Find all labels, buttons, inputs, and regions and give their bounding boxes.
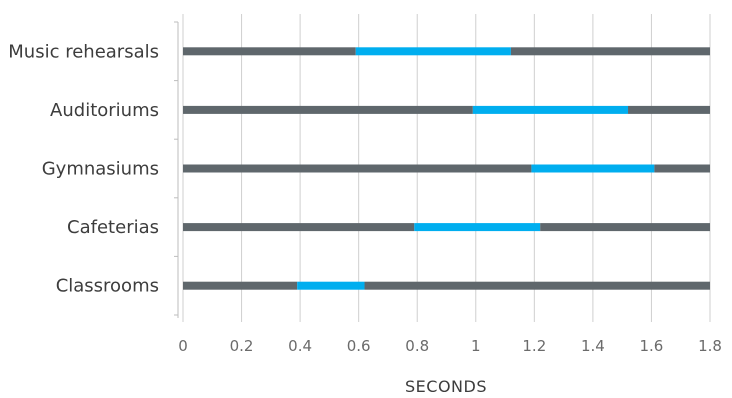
category-label: Music rehearsals — [8, 41, 159, 62]
x-tick-label: 1.4 — [581, 337, 605, 355]
category-labels: Music rehearsals Auditoriums Gymnasiums Caf… — [8, 41, 159, 296]
x-tick-label: 0 — [178, 337, 188, 355]
x-tick-label: 0.2 — [230, 337, 254, 355]
bar-segment — [628, 105, 710, 114]
x-tick-labels: 0 0.2 0.4 0.6 0.8 1 1.2 1.4 1.6 1.8 — [178, 337, 722, 355]
x-tick-label: 1.2 — [522, 337, 546, 355]
bar-segment — [654, 164, 710, 173]
x-tick-label: 1 — [471, 337, 481, 355]
x-tick-label: 0.4 — [288, 337, 312, 355]
bar-segment — [472, 105, 629, 114]
x-tick-label: 0.8 — [405, 337, 429, 355]
bar-segment — [183, 223, 415, 232]
bar-segment — [510, 47, 710, 56]
bar-segment — [183, 164, 532, 173]
bars — [183, 47, 710, 290]
bar-segment — [540, 223, 710, 232]
bar-segment — [414, 223, 541, 232]
bar-segment — [183, 47, 356, 56]
x-axis-title: SECONDS — [405, 377, 487, 396]
x-tick-label: 0.6 — [347, 337, 371, 355]
category-label: Gymnasiums — [42, 159, 159, 180]
x-tick-label: 1.8 — [698, 337, 722, 355]
bar-segment — [531, 164, 655, 173]
bar-segment — [355, 47, 511, 56]
category-label: Cafeterias — [67, 217, 159, 238]
category-label: Classrooms — [56, 276, 159, 297]
x-tick-label: 1.6 — [640, 337, 664, 355]
bar-segment — [183, 105, 473, 114]
category-label: Auditoriums — [50, 100, 159, 121]
bar-segment — [364, 281, 710, 290]
bar-segment — [297, 281, 365, 290]
bar-segment — [183, 281, 298, 290]
